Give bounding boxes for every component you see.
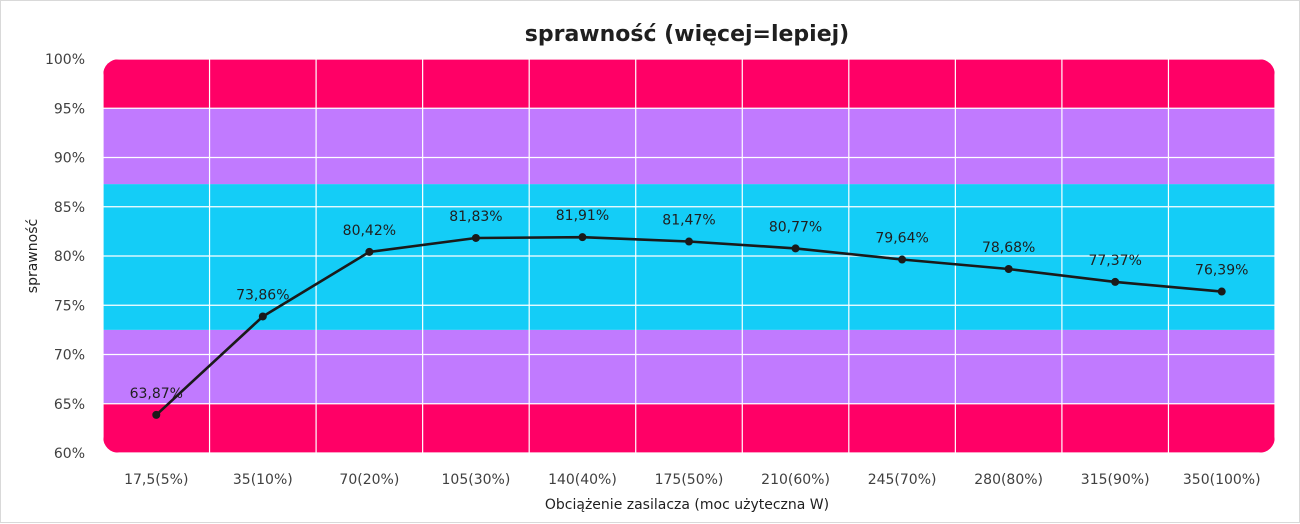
x-tick-label: 140(40%) [548, 472, 617, 488]
x-axis-ticks: 17,5(5%) 35(10%) 70(20%) 105(30%) 140(40%) 17… [124, 472, 1260, 488]
y-tick-label: 70% [54, 348, 85, 364]
data-label: 77,37% [1088, 253, 1141, 269]
y-axis-label: sprawność [25, 219, 41, 293]
band-0 [103, 403, 1275, 453]
band-1 [103, 329, 1275, 404]
data-label: 81,91% [556, 208, 609, 224]
x-tick-label: 280(80%) [974, 472, 1043, 488]
x-tick-label: 175(50%) [655, 472, 724, 488]
data-point [578, 233, 587, 242]
data-label: 79,64% [875, 231, 928, 247]
data-point [1111, 277, 1120, 286]
band-4 [103, 59, 1275, 109]
data-point [152, 410, 161, 419]
data-point [471, 233, 480, 242]
data-labels: 63,87% 73,86% 80,42% 81,83% 81,91% 81,47% 80,7… [130, 208, 1249, 402]
data-point [1217, 287, 1226, 296]
data-label: 63,87% [130, 386, 183, 402]
y-tick-label: 85% [54, 200, 85, 216]
y-tick-label: 65% [54, 397, 85, 413]
data-label: 80,77% [769, 219, 822, 235]
data-label: 80,42% [343, 223, 396, 239]
y-tick-label: 95% [54, 101, 85, 117]
data-point [685, 237, 693, 246]
x-axis-label: Obciążenie zasilacza (moc użyteczna W) [545, 497, 829, 513]
x-tick-label: 105(30%) [442, 472, 511, 488]
data-point [791, 244, 800, 253]
gridlines [103, 59, 1275, 453]
x-tick-label: 245(70%) [868, 472, 937, 488]
y-tick-label: 90% [54, 151, 85, 167]
x-tick-label: 70(20%) [339, 472, 399, 488]
data-label: 76,39% [1195, 263, 1248, 279]
y-tick-label: 80% [54, 249, 85, 265]
y-axis-ticks: 60% 65% 70% 75% 80% 85% 90% 95% 100% [45, 52, 85, 462]
y-tick-label: 100% [45, 52, 85, 68]
data-label: 81,83% [449, 209, 502, 225]
x-tick-label: 315(90%) [1081, 472, 1150, 488]
data-label: 78,68% [982, 240, 1035, 256]
band-3 [103, 108, 1275, 185]
data-point [1004, 265, 1013, 274]
data-point [365, 247, 374, 256]
x-tick-label: 350(100%) [1183, 472, 1261, 488]
y-tick-label: 60% [54, 446, 85, 462]
y-tick-label: 75% [54, 298, 85, 314]
series-layer [152, 233, 1226, 419]
x-tick-label: 35(10%) [233, 472, 293, 488]
x-tick-label: 17,5(5%) [124, 472, 188, 488]
chart-title: sprawność (więcej=lepiej) [525, 22, 849, 47]
x-tick-label: 210(60%) [761, 472, 830, 488]
data-label: 81,47% [662, 213, 715, 229]
data-label: 73,86% [236, 287, 289, 303]
data-point [258, 312, 267, 321]
background-bands [103, 59, 1275, 453]
data-point [898, 255, 907, 264]
